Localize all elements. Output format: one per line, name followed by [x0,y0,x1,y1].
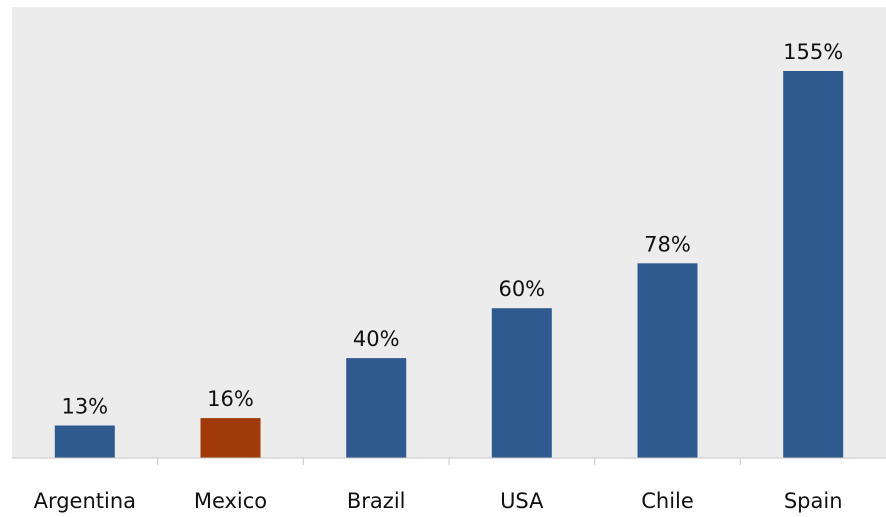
bar-argentina [54,425,115,458]
data-labels-layer: 13% 16% 40% 60% 78% 155% [61,40,843,419]
bar-chile [637,263,698,458]
data-label-spain: 155% [783,40,843,64]
tick-label-chile: Chile [641,489,694,513]
data-label-argentina: 13% [61,395,108,419]
bar-brazil [346,358,407,458]
bar-usa [491,308,552,458]
x-axis-tick-labels: Argentina Mexico Brazil USA Chile Spain [34,489,843,513]
tick-label-usa: USA [500,489,544,513]
data-label-chile: 78% [644,232,691,256]
tick-label-spain: Spain [784,489,843,513]
tick-label-argentina: Argentina [34,489,136,513]
data-label-brazil: 40% [353,327,400,351]
x-axis-ticks [157,458,741,465]
data-label-mexico: 16% [207,387,254,411]
bars-layer [54,71,844,458]
bar-mexico [200,418,261,458]
plot-area [12,7,886,458]
tick-label-mexico: Mexico [194,489,267,513]
bar-spain [783,71,844,458]
data-label-usa: 60% [498,277,545,301]
tick-label-brazil: Brazil [347,489,406,513]
